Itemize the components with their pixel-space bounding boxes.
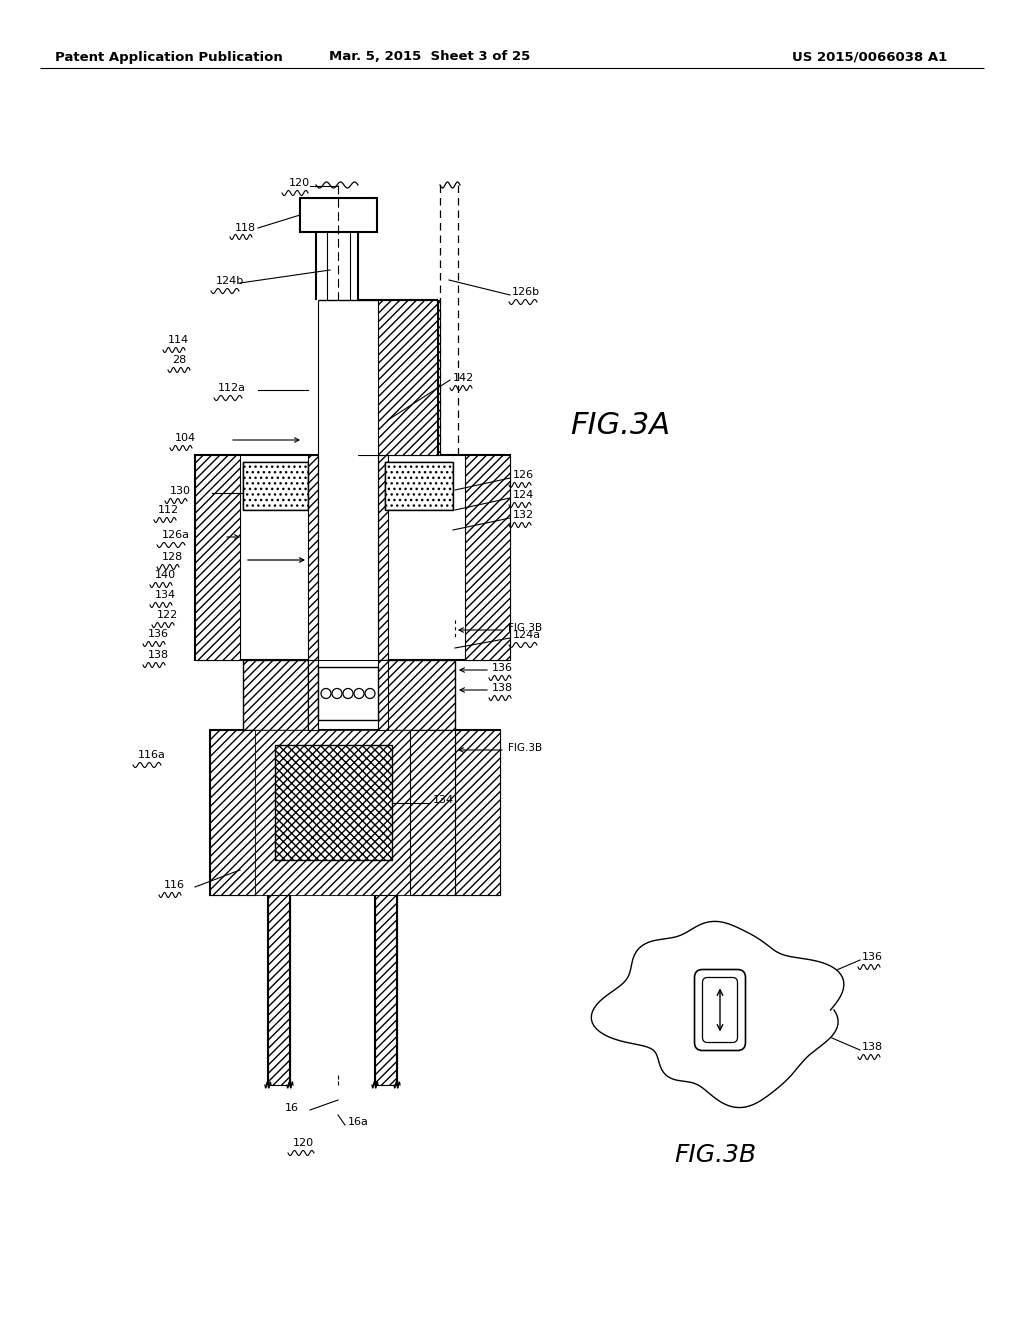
Bar bbox=[465, 455, 510, 660]
Text: US 2015/0066038 A1: US 2015/0066038 A1 bbox=[793, 50, 947, 63]
Bar bbox=[268, 895, 290, 1085]
Bar bbox=[358, 300, 440, 455]
Text: 112a: 112a bbox=[218, 383, 246, 393]
Bar bbox=[210, 730, 500, 895]
Bar bbox=[385, 462, 453, 510]
Text: 126: 126 bbox=[513, 470, 535, 480]
Text: 124: 124 bbox=[513, 490, 535, 500]
Text: 124a: 124a bbox=[513, 630, 541, 640]
Text: 126a: 126a bbox=[162, 531, 190, 540]
Bar bbox=[318, 455, 378, 660]
Text: 112: 112 bbox=[158, 506, 179, 515]
Text: FIG.3B: FIG.3B bbox=[508, 743, 542, 752]
Bar bbox=[308, 455, 318, 660]
Bar bbox=[385, 462, 453, 510]
Bar bbox=[410, 730, 455, 895]
Text: 136: 136 bbox=[862, 952, 883, 962]
Text: 114: 114 bbox=[168, 335, 189, 345]
FancyBboxPatch shape bbox=[694, 969, 745, 1051]
Bar bbox=[385, 660, 455, 730]
Text: 124b: 124b bbox=[216, 276, 245, 286]
Text: 28: 28 bbox=[172, 355, 186, 366]
Text: 134: 134 bbox=[433, 795, 454, 805]
Bar bbox=[210, 730, 255, 895]
Text: 122: 122 bbox=[157, 610, 178, 620]
Text: 120: 120 bbox=[289, 178, 310, 187]
Text: 138: 138 bbox=[862, 1041, 883, 1052]
Text: 136: 136 bbox=[492, 663, 513, 673]
Text: 126b: 126b bbox=[512, 286, 540, 297]
Bar bbox=[275, 744, 392, 861]
Text: FIG.3B: FIG.3B bbox=[508, 623, 542, 634]
Polygon shape bbox=[592, 921, 844, 1107]
Text: 130: 130 bbox=[170, 486, 191, 496]
Text: 140: 140 bbox=[155, 570, 176, 579]
Text: 128: 128 bbox=[162, 552, 183, 562]
Bar bbox=[378, 455, 388, 660]
Text: FIG.3B: FIG.3B bbox=[674, 1143, 756, 1167]
Text: 116a: 116a bbox=[138, 750, 166, 760]
Bar bbox=[318, 667, 378, 719]
Text: 138: 138 bbox=[492, 682, 513, 693]
Bar bbox=[300, 198, 377, 232]
Text: 132: 132 bbox=[513, 510, 535, 520]
Bar bbox=[375, 895, 397, 1085]
Bar bbox=[455, 730, 500, 895]
Bar bbox=[195, 455, 510, 660]
Text: 142: 142 bbox=[453, 374, 474, 383]
Bar bbox=[195, 455, 240, 660]
Text: 116: 116 bbox=[164, 880, 185, 890]
Bar bbox=[378, 660, 388, 730]
Text: 134: 134 bbox=[155, 590, 176, 601]
Text: 16a: 16a bbox=[348, 1117, 369, 1127]
Bar bbox=[243, 660, 308, 730]
Text: FIG.3A: FIG.3A bbox=[570, 411, 670, 440]
Text: Mar. 5, 2015  Sheet 3 of 25: Mar. 5, 2015 Sheet 3 of 25 bbox=[330, 50, 530, 63]
Text: 104: 104 bbox=[175, 433, 197, 444]
Text: 118: 118 bbox=[234, 223, 256, 234]
Bar bbox=[308, 660, 318, 730]
Bar bbox=[243, 462, 308, 510]
Text: 16: 16 bbox=[285, 1104, 299, 1113]
Bar bbox=[243, 462, 308, 510]
Text: 136: 136 bbox=[148, 630, 169, 639]
Bar bbox=[318, 300, 378, 455]
Bar bbox=[255, 730, 455, 895]
Bar bbox=[275, 744, 392, 861]
Text: Patent Application Publication: Patent Application Publication bbox=[55, 50, 283, 63]
Text: 138: 138 bbox=[148, 649, 169, 660]
FancyBboxPatch shape bbox=[702, 978, 737, 1043]
Text: 120: 120 bbox=[293, 1138, 314, 1148]
